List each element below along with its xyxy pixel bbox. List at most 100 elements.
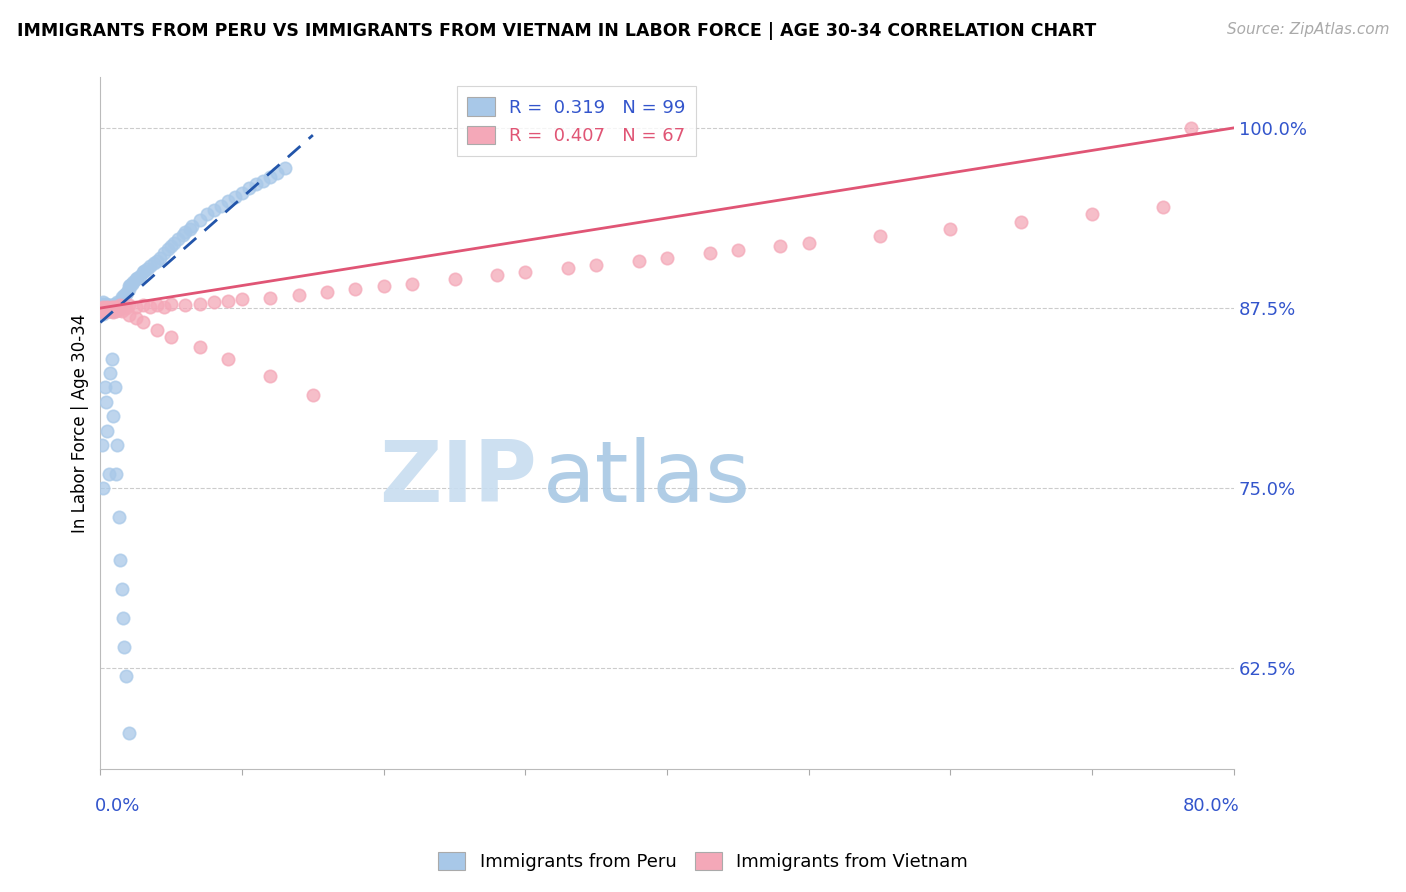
Point — [104, 304, 127, 318]
Point — [132, 298, 155, 312]
Point — [97, 467, 120, 481]
Point — [100, 302, 122, 317]
Point — [108, 298, 131, 312]
Point — [122, 275, 145, 289]
Point — [939, 221, 962, 235]
Point — [160, 239, 183, 253]
Point — [245, 177, 267, 191]
Point — [202, 295, 225, 310]
Point — [91, 300, 114, 314]
Y-axis label: In Labor Force | Age 30-34: In Labor Force | Age 30-34 — [72, 314, 89, 533]
Point — [108, 553, 131, 567]
Point — [107, 301, 129, 315]
Point — [117, 285, 139, 300]
Point — [699, 246, 721, 260]
Point — [108, 297, 131, 311]
Point — [93, 302, 115, 317]
Point — [869, 229, 891, 244]
Point — [153, 246, 176, 260]
Point — [139, 300, 162, 314]
Point — [105, 298, 128, 312]
Point — [101, 305, 124, 319]
Point — [129, 269, 152, 284]
Point — [146, 323, 169, 337]
Point — [90, 305, 112, 319]
Point — [93, 302, 115, 317]
Point — [188, 340, 211, 354]
Point — [181, 219, 204, 233]
Point — [110, 293, 132, 308]
Legend: Immigrants from Peru, Immigrants from Vietnam: Immigrants from Peru, Immigrants from Vi… — [432, 845, 974, 879]
Point — [96, 301, 118, 315]
Point — [90, 297, 112, 311]
Point — [655, 251, 678, 265]
Point — [96, 300, 118, 314]
Point — [1152, 200, 1174, 214]
Point — [103, 301, 125, 315]
Point — [486, 268, 509, 282]
Point — [114, 288, 136, 302]
Text: ZIP: ZIP — [380, 437, 537, 520]
Point — [101, 304, 124, 318]
Point — [110, 289, 132, 303]
Point — [557, 260, 579, 275]
Point — [231, 293, 253, 307]
Point — [146, 298, 169, 312]
Point — [107, 510, 129, 524]
Point — [96, 304, 118, 318]
Point — [217, 351, 239, 366]
Point — [107, 302, 129, 317]
Point — [115, 286, 138, 301]
Text: Source: ZipAtlas.com: Source: ZipAtlas.com — [1226, 22, 1389, 37]
Point — [259, 291, 281, 305]
Point — [179, 221, 201, 235]
Point — [94, 297, 117, 311]
Point — [103, 297, 125, 311]
Point — [115, 668, 138, 682]
Point — [98, 304, 121, 318]
Point — [515, 265, 537, 279]
Point — [98, 304, 121, 318]
Point — [103, 380, 125, 394]
Point — [121, 277, 143, 291]
Point — [195, 207, 218, 221]
Point — [172, 227, 194, 242]
Point — [115, 301, 138, 315]
Point — [217, 194, 239, 209]
Point — [160, 330, 183, 344]
Point — [97, 301, 120, 315]
Point — [316, 285, 339, 300]
Point — [105, 295, 128, 310]
Point — [100, 298, 122, 312]
Point — [91, 300, 114, 314]
Point — [443, 272, 465, 286]
Point — [111, 611, 134, 625]
Point — [93, 305, 115, 319]
Point — [118, 726, 141, 740]
Point — [238, 181, 260, 195]
Point — [101, 300, 124, 314]
Point — [217, 293, 239, 308]
Point — [401, 277, 423, 291]
Point — [94, 302, 117, 317]
Point — [94, 394, 117, 409]
Point — [91, 481, 114, 495]
Point — [127, 270, 149, 285]
Point — [90, 301, 112, 315]
Point — [188, 297, 211, 311]
Point — [120, 278, 142, 293]
Point — [101, 301, 124, 315]
Point — [167, 232, 190, 246]
Point — [143, 256, 166, 270]
Point — [91, 307, 114, 321]
Point — [231, 186, 253, 200]
Text: IMMIGRANTS FROM PERU VS IMMIGRANTS FROM VIETNAM IN LABOR FORCE | AGE 30-34 CORRE: IMMIGRANTS FROM PERU VS IMMIGRANTS FROM … — [17, 22, 1097, 40]
Point — [100, 351, 122, 366]
Point — [266, 165, 288, 179]
Point — [627, 253, 650, 268]
Point — [727, 244, 749, 258]
Point — [105, 438, 128, 452]
Point — [344, 282, 367, 296]
Point — [98, 366, 121, 380]
Point — [302, 387, 325, 401]
